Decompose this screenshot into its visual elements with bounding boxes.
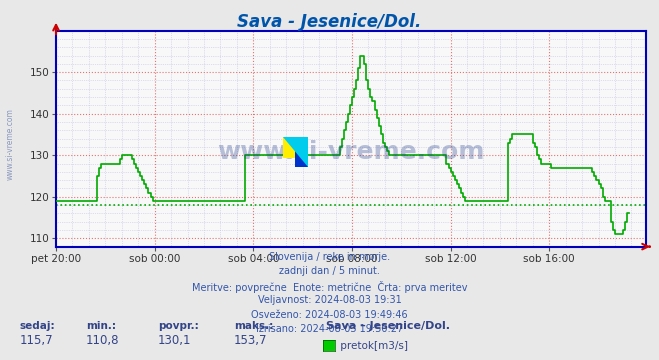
Text: povpr.:: povpr.: [158,321,199,331]
Text: Veljavnost: 2024-08-03 19:31: Veljavnost: 2024-08-03 19:31 [258,295,401,305]
Text: Sava – Jesenice/Dol.: Sava – Jesenice/Dol. [326,321,450,331]
Text: Sava - Jesenice/Dol.: Sava - Jesenice/Dol. [237,13,422,31]
Text: Slovenija / reke in morje.: Slovenija / reke in morje. [269,252,390,262]
Text: Osveženo: 2024-08-03 19:49:46: Osveženo: 2024-08-03 19:49:46 [251,310,408,320]
Polygon shape [283,137,308,167]
Text: Meritve: povprečne  Enote: metrične  Črta: prva meritev: Meritve: povprečne Enote: metrične Črta:… [192,281,467,293]
Text: 130,1: 130,1 [158,334,192,347]
Text: sedaj:: sedaj: [20,321,55,331]
Text: maks.:: maks.: [234,321,273,331]
Text: www.si-vreme.com: www.si-vreme.com [5,108,14,180]
Text: 110,8: 110,8 [86,334,119,347]
Text: 115,7: 115,7 [20,334,53,347]
Text: 153,7: 153,7 [234,334,268,347]
Text: zadnji dan / 5 minut.: zadnji dan / 5 minut. [279,266,380,276]
Text: min.:: min.: [86,321,116,331]
Text: pretok[m3/s]: pretok[m3/s] [337,341,409,351]
Text: www.si-vreme.com: www.si-vreme.com [217,140,484,163]
Text: Izrisano: 2024-08-03 19:50:27: Izrisano: 2024-08-03 19:50:27 [256,324,403,334]
